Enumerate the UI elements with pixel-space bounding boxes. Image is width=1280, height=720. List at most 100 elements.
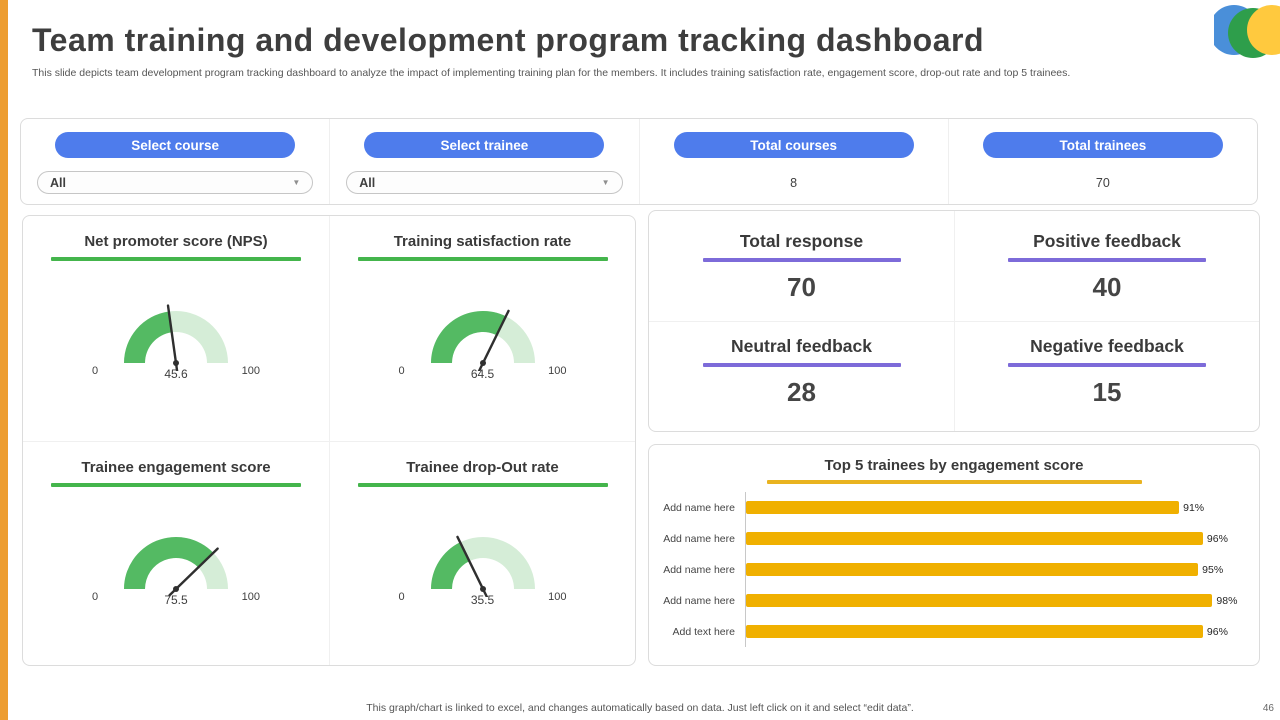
stat-value: 28	[787, 377, 816, 407]
gauge-title: Trainee engagement score	[81, 458, 271, 476]
left-accent-stripe	[0, 0, 8, 720]
gauge-value-label: 45.6	[164, 367, 188, 381]
stat-total-response: Total response 70	[649, 211, 954, 321]
bar[interactable]	[746, 563, 1199, 576]
gauge-chart[interactable]	[81, 497, 271, 597]
bar-category-label: Add name here	[663, 594, 735, 607]
gauges-panel: Net promoter score (NPS) 0 45.6 100 Trai…	[22, 215, 636, 666]
gauge-axis-labels: 0 64.5 100	[399, 365, 567, 381]
gauge-axis-labels: 0 45.6 100	[92, 365, 260, 381]
gauge-title: Trainee drop-Out rate	[406, 458, 559, 476]
stat-title-underline	[702, 258, 901, 262]
gauge-axis-labels: 0 35.5 100	[399, 591, 567, 607]
stat-negative-feedback: Negative feedback 15	[954, 321, 1259, 431]
bar-chart[interactable]: Add name here 91% Add name here 96% Add name…	[649, 492, 1259, 647]
bar-category-label: Add text here	[672, 625, 735, 638]
trainee-dropdown-value: All	[359, 175, 376, 190]
stat-title: Neutral feedback	[730, 336, 873, 356]
total-courses-label: Total courses	[673, 132, 914, 158]
select-trainee-button[interactable]: Select trainee	[364, 132, 605, 158]
logo-yellow-circle	[1247, 5, 1280, 55]
chevron-down-icon: ▼	[292, 178, 301, 187]
bar-value-label: 95%	[1202, 563, 1224, 576]
stat-title: Negative feedback	[1030, 336, 1184, 356]
filter-total-trainees: Total trainees 70	[947, 119, 1257, 204]
footer-note: This graph/chart is linked to excel, and…	[366, 702, 914, 714]
bar-category-label: Add name here	[663, 532, 735, 545]
gauge-max-label: 100	[548, 365, 567, 377]
filter-select-trainee: Select trainee All ▼	[329, 119, 638, 204]
gauge-title-underline	[357, 482, 608, 487]
gauge-value-label: 64.5	[470, 367, 495, 381]
filter-bar: Select course All ▼ Select trainee All ▼…	[20, 118, 1258, 205]
stat-title: Total response	[739, 231, 864, 251]
stat-title-underline	[702, 363, 901, 367]
total-trainees-value: 70	[1095, 176, 1110, 190]
gauge-max-label: 100	[241, 590, 260, 603]
gauge-title-underline	[51, 257, 301, 261]
gauge-title: Net promoter score (NPS)	[84, 233, 268, 250]
bar-value-label: 96%	[1206, 625, 1228, 638]
gauge-net-promoter-score: Net promoter score (NPS) 0 45.6 100	[23, 216, 329, 441]
gauge-min-label: 0	[398, 590, 405, 603]
bar-track: 91%	[745, 492, 1247, 523]
gauge-max-label: 100	[241, 365, 260, 377]
bar-value-label: 98%	[1216, 594, 1238, 607]
bar[interactable]	[746, 594, 1213, 607]
gauge-title-underline	[51, 482, 301, 487]
gauge-value-label: 75.5	[164, 592, 188, 607]
bar-track: 96%	[745, 523, 1247, 554]
gauge-title-underline	[357, 257, 608, 261]
bar[interactable]	[746, 501, 1180, 514]
gauge-min-label: 0	[92, 590, 99, 603]
bar-chart-title-underline	[766, 480, 1142, 484]
page-subtitle: This slide depicts team development prog…	[32, 67, 1071, 79]
filter-select-course: Select course All ▼	[21, 119, 329, 204]
stat-value: 70	[787, 272, 816, 302]
bar-row: Add text here 96%	[657, 616, 1247, 647]
gauge-min-label: 0	[398, 365, 405, 377]
gauge-max-label: 100	[548, 590, 567, 603]
gauge-value-label: 35.5	[470, 592, 495, 607]
bar-row: Add name here 96%	[657, 523, 1247, 554]
bar-row: Add name here 98%	[657, 585, 1247, 616]
total-trainees-label: Total trainees	[982, 132, 1223, 158]
gauge-trainee-engagement: Trainee engagement score 0 75.5 100	[23, 440, 329, 666]
stat-title: Positive feedback	[1033, 231, 1181, 251]
chevron-down-icon: ▼	[601, 178, 610, 187]
gauge-trainee-dropout: Trainee drop-Out rate 0 35.5 100	[329, 440, 635, 665]
total-courses-value: 8	[790, 176, 798, 190]
bar-track: 95%	[745, 554, 1247, 585]
feedback-stats-panel: Total response 70 Positive feedback 40 N…	[648, 210, 1260, 432]
bar-category-label: Add name here	[663, 501, 735, 514]
brand-logo	[1214, 5, 1280, 58]
stat-neutral-feedback: Neutral feedback 28	[649, 321, 954, 431]
course-dropdown[interactable]: All ▼	[37, 171, 314, 194]
bar-row: Add name here 95%	[657, 554, 1247, 585]
stat-positive-feedback: Positive feedback 40	[954, 211, 1259, 321]
bar-track: 98%	[745, 585, 1247, 616]
bar-chart-title: Top 5 trainees by engagement score	[824, 457, 1084, 474]
stat-title-underline	[1008, 363, 1206, 367]
bar-category-label: Add name here	[663, 563, 735, 576]
stat-value: 40	[1092, 272, 1122, 302]
bar-value-label: 96%	[1206, 532, 1228, 545]
gauge-chart[interactable]	[388, 497, 578, 598]
gauge-min-label: 0	[92, 365, 99, 377]
stat-title-underline	[1008, 258, 1206, 262]
filter-total-courses: Total courses 8	[638, 119, 948, 204]
bar[interactable]	[746, 625, 1203, 638]
gauge-chart[interactable]	[81, 271, 271, 374]
bar-value-label: 91%	[1183, 501, 1205, 514]
gauge-chart[interactable]	[388, 271, 578, 373]
stat-value: 15	[1092, 377, 1122, 407]
bar-track: 96%	[745, 616, 1247, 647]
top-trainees-panel: Top 5 trainees by engagement score Add n…	[648, 444, 1260, 666]
page-number: 46	[1262, 703, 1274, 714]
trainee-dropdown[interactable]: All ▼	[346, 171, 623, 194]
page-title: Team training and development program tr…	[32, 22, 985, 58]
select-course-button[interactable]: Select course	[55, 132, 296, 158]
bar[interactable]	[746, 532, 1203, 545]
gauge-axis-labels: 0 75.5 100	[92, 591, 260, 607]
gauge-training-satisfaction: Training satisfaction rate 0 64.5 100	[329, 216, 635, 441]
